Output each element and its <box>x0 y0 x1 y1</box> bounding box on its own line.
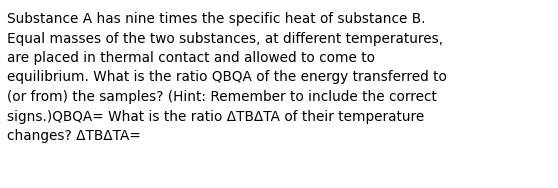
Text: Substance A has nine times the specific heat of substance B.
Equal masses of the: Substance A has nine times the specific … <box>7 12 447 143</box>
